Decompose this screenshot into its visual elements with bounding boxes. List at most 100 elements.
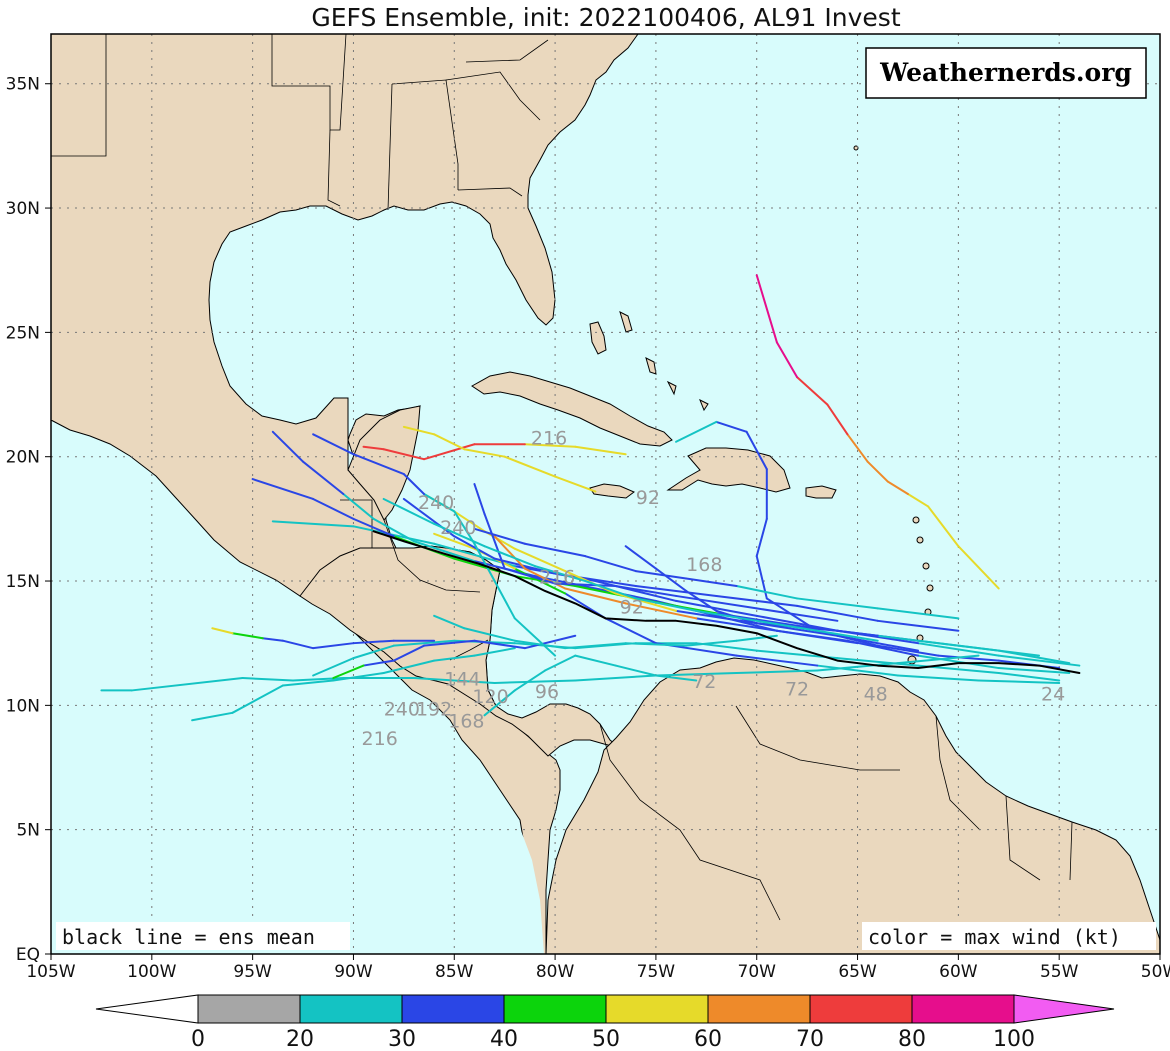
member-track-segment: [382, 497, 436, 525]
member-track-segment: [755, 622, 839, 637]
puerto-rico-land: [805, 485, 837, 499]
forecast-hour-label: 144: [444, 668, 480, 690]
ensemble-mean-track: [372, 530, 1081, 675]
member-track-segment: [735, 654, 819, 667]
member-track-segment: [342, 493, 375, 520]
member-track-segment: [675, 599, 758, 617]
lon-tick-label: 90W: [334, 962, 373, 982]
member-track-segment: [191, 711, 234, 722]
colorbar-bin: [605, 994, 709, 1024]
member-track-segment: [332, 664, 365, 679]
member-track-segment: [352, 639, 395, 645]
member-track-segment: [523, 567, 567, 590]
member-track-segment: [917, 654, 1000, 670]
forecast-hour-label: 192: [416, 698, 452, 720]
colorbar-bin: [911, 994, 1015, 1024]
member-track-segment: [291, 677, 345, 682]
member-track-segment: [352, 517, 395, 538]
colorbar-label: 30: [388, 1027, 416, 1051]
member-track-segment: [493, 535, 526, 570]
weathernerds-logo: Weathernerds.org: [865, 47, 1147, 99]
member-track-segment: [695, 609, 758, 622]
member-track-segment: [796, 597, 879, 610]
member-track-segment: [796, 376, 829, 406]
member-track-segment: [513, 639, 567, 650]
member-track-segment: [755, 274, 778, 344]
member-track-segment: [312, 433, 355, 456]
lon-tick-label: 55W: [1040, 962, 1079, 982]
member-track-segment: [483, 689, 516, 717]
member-track-segment: [564, 642, 627, 650]
lat-tick-label: 25N: [6, 323, 40, 343]
member-track-segment: [312, 657, 355, 677]
member-track-segment: [876, 607, 960, 620]
lon-tick-label: 100W: [127, 962, 176, 982]
colorbar-label: 40: [490, 1027, 518, 1051]
member-track-segment: [624, 602, 698, 620]
forecast-hour-label: 240: [418, 492, 454, 514]
member-track-segment: [755, 619, 819, 632]
member-track-segment: [654, 567, 688, 592]
member-track-segment: [876, 619, 960, 632]
lon-tick-label: 70W: [738, 962, 777, 982]
member-track-segment: [927, 505, 960, 548]
member-track-segment: [382, 659, 436, 675]
colorbar-bin: [299, 994, 403, 1024]
south-america-land: [545, 657, 1160, 954]
lon-tick-label: 105W: [26, 962, 75, 982]
member-track-segment: [402, 425, 436, 436]
member-track-segment: [775, 629, 859, 645]
wind-colorbar: 0 20 30 40 50 60 70 80 100: [95, 994, 1115, 1051]
member-track-segment: [866, 460, 889, 483]
member-track-segment: [231, 684, 284, 714]
political-borders: [51, 34, 1073, 921]
member-track-segment: [423, 639, 476, 647]
member-track-segment: [604, 617, 657, 645]
member-track-segment: [997, 654, 1081, 667]
note-ens-mean: black line = ens mean: [56, 922, 350, 950]
member-track-segment: [523, 443, 577, 448]
colorbar-label: 50: [592, 1027, 620, 1051]
forecast-hour-label: 240: [440, 517, 476, 539]
member-track-segment: [352, 525, 436, 545]
member-track-segment: [513, 547, 567, 573]
jamaica-land: [589, 483, 635, 499]
lon-tick-label: 65W: [838, 962, 877, 982]
member-track-segment: [271, 430, 305, 463]
member-track-segment: [594, 580, 678, 602]
member-track-segment: [362, 445, 385, 451]
forecast-hour-label: 92: [636, 487, 660, 509]
note-color-key: color = max wind (kt): [862, 922, 1156, 950]
member-track-segment: [453, 535, 496, 560]
member-track-segment: [503, 455, 557, 478]
member-track-segment: [473, 483, 486, 515]
member-track-segment: [251, 478, 315, 500]
forecast-hour-label: 168: [448, 711, 484, 733]
bahamas-land: [589, 311, 709, 412]
member-track-segment: [896, 674, 980, 682]
member-track-segment: [816, 629, 879, 642]
member-track-segment: [423, 443, 476, 461]
ensemble-member-tracks: [100, 274, 1081, 722]
lon-tick-label: 50W: [1141, 962, 1170, 982]
yucatan-land: [347, 405, 421, 521]
member-track-segment: [402, 473, 426, 495]
member-track-segment: [654, 672, 738, 677]
member-track-segment: [483, 512, 506, 570]
member-track-segment: [836, 657, 920, 667]
member-track-segment: [382, 448, 426, 461]
member-track-segment: [624, 642, 688, 647]
member-track-segment: [796, 604, 879, 622]
member-track-segment: [957, 545, 1000, 590]
member-track-segment: [433, 433, 466, 451]
lat-tick-label: 5N: [16, 821, 40, 841]
member-track-segment: [392, 644, 426, 662]
lon-tick-label: 75W: [637, 962, 676, 982]
member-track-segment: [735, 669, 819, 675]
member-track-segment: [533, 565, 587, 583]
member-track-segment: [281, 639, 315, 650]
member-track-segment: [302, 460, 345, 495]
hispaniola-land: [666, 447, 791, 493]
colorbar-label: 70: [796, 1027, 824, 1051]
colorbar-bin: [503, 994, 607, 1024]
